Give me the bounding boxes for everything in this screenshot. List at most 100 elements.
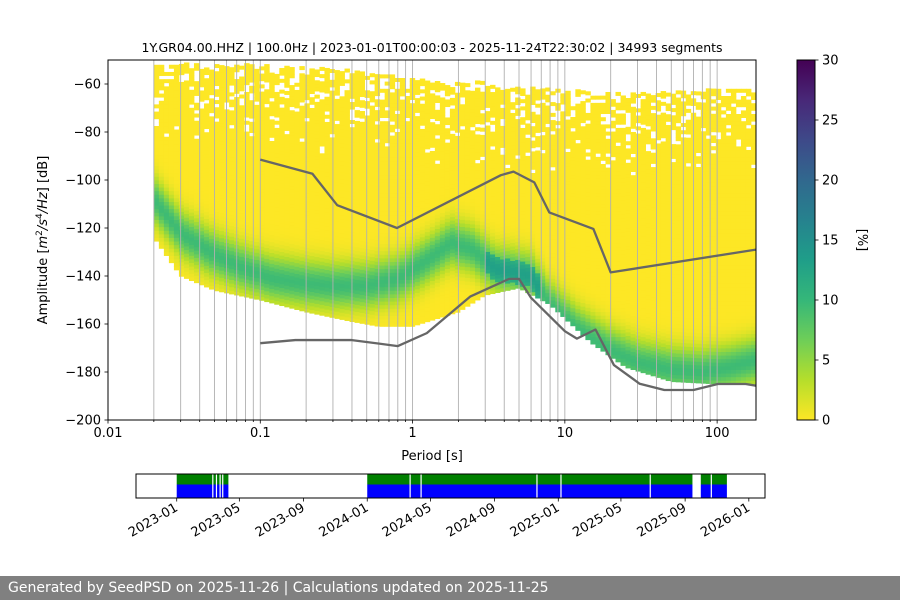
heatmap-cell <box>354 243 360 248</box>
heatmap-cell <box>188 277 195 282</box>
heatmap-cell <box>204 153 210 158</box>
heatmap-cell <box>565 306 571 311</box>
heatmap-cell <box>254 94 260 99</box>
heatmap-cell <box>244 167 250 172</box>
heatmap-cell <box>414 213 421 218</box>
heatmap-cell <box>480 170 486 175</box>
heatmap-cell <box>299 303 305 308</box>
heatmap-cell <box>153 230 160 235</box>
heatmap-cell <box>535 269 541 274</box>
heatmap-cell <box>449 187 456 192</box>
heatmap-cell <box>429 273 436 278</box>
heatmap-cell <box>359 89 365 94</box>
heatmap-cell <box>249 75 255 79</box>
heatmap-cell <box>490 113 496 118</box>
heatmap-cell <box>314 159 320 164</box>
heatmap-cell <box>500 169 506 174</box>
heatmap-cell <box>464 216 471 221</box>
heatmap-cell <box>439 237 446 242</box>
heatmap-cell <box>419 308 426 313</box>
heatmap-cell <box>158 233 165 238</box>
heatmap-cell <box>204 89 210 94</box>
heatmap-cell <box>354 99 360 104</box>
heatmap-cell <box>369 278 376 283</box>
heatmap-cell <box>274 135 280 140</box>
heatmap-cell <box>550 238 556 243</box>
heatmap-cell <box>264 161 270 166</box>
heatmap-cell <box>239 112 245 117</box>
heatmap-cell <box>158 165 165 170</box>
heatmap-cell <box>319 250 325 255</box>
heatmap-cell <box>434 203 441 208</box>
heatmap-cell <box>384 250 391 255</box>
heatmap-cell <box>299 184 305 189</box>
heatmap-cell <box>459 305 466 310</box>
heatmap-cell <box>239 227 245 232</box>
heatmap-cell <box>204 182 210 187</box>
heatmap-cell <box>329 180 335 185</box>
heatmap-cell <box>480 174 486 179</box>
heatmap-cell <box>204 157 210 162</box>
heatmap-cell <box>319 81 325 86</box>
heatmap-cell <box>399 204 406 208</box>
heatmap-cell <box>324 114 330 119</box>
heatmap-cell <box>188 79 195 84</box>
heatmap-cell <box>274 77 280 82</box>
heatmap-cell <box>449 292 456 297</box>
heatmap-cell <box>535 265 541 270</box>
heatmap-cell <box>495 195 501 200</box>
heatmap-cell <box>490 200 496 205</box>
heatmap-cell <box>525 209 531 214</box>
heatmap-cell <box>314 141 320 146</box>
heatmap-cell <box>444 92 451 97</box>
heatmap-cell <box>459 190 466 195</box>
heatmap-cell <box>429 287 436 292</box>
heatmap-cell <box>173 151 180 156</box>
heatmap-cell <box>469 191 476 196</box>
heatmap-cell <box>449 195 456 200</box>
heatmap-cell <box>339 74 345 79</box>
heatmap-cell <box>389 222 396 226</box>
heatmap-cell <box>359 276 365 281</box>
heatmap-cell <box>354 149 360 154</box>
heatmap-cell <box>329 83 335 88</box>
heatmap-cell <box>404 297 411 302</box>
heatmap-cell <box>520 214 526 219</box>
heatmap-cell <box>480 271 486 276</box>
heatmap-cell <box>254 151 260 156</box>
heatmap-cell <box>284 303 290 308</box>
heatmap-cell <box>525 245 531 250</box>
heatmap-cell <box>560 165 566 170</box>
heatmap-cell <box>399 200 406 205</box>
heatmap-cell <box>399 207 406 212</box>
heatmap-cell <box>540 243 546 248</box>
heatmap-cell <box>259 289 265 294</box>
heatmap-cell <box>459 280 466 285</box>
heatmap-cell <box>399 308 406 313</box>
heatmap-cell <box>339 114 345 119</box>
heatmap-cell <box>495 141 501 146</box>
heatmap-cell <box>309 255 315 260</box>
heatmap-cell <box>168 230 175 235</box>
heatmap-cell <box>344 259 350 264</box>
heatmap-cell <box>449 259 456 264</box>
heatmap-cell <box>520 163 526 168</box>
heatmap-cell <box>454 243 461 248</box>
heatmap-cell <box>424 256 431 261</box>
heatmap-cell <box>419 247 426 252</box>
heatmap-cell <box>439 104 446 109</box>
heatmap-cell <box>239 126 245 131</box>
heatmap-cell <box>500 244 506 249</box>
heatmap-cell <box>359 190 365 195</box>
heatmap-cell <box>469 263 476 268</box>
heatmap-cell <box>399 142 406 147</box>
heatmap-cell <box>359 233 365 238</box>
heatmap-cell <box>339 107 345 112</box>
heatmap-cell <box>259 246 265 251</box>
heatmap-cell <box>560 179 566 184</box>
heatmap-cell <box>459 169 466 174</box>
heatmap-cell <box>274 275 280 280</box>
heatmap-cell <box>183 130 190 135</box>
heatmap-cell <box>173 147 180 152</box>
heatmap-cell <box>449 144 456 149</box>
